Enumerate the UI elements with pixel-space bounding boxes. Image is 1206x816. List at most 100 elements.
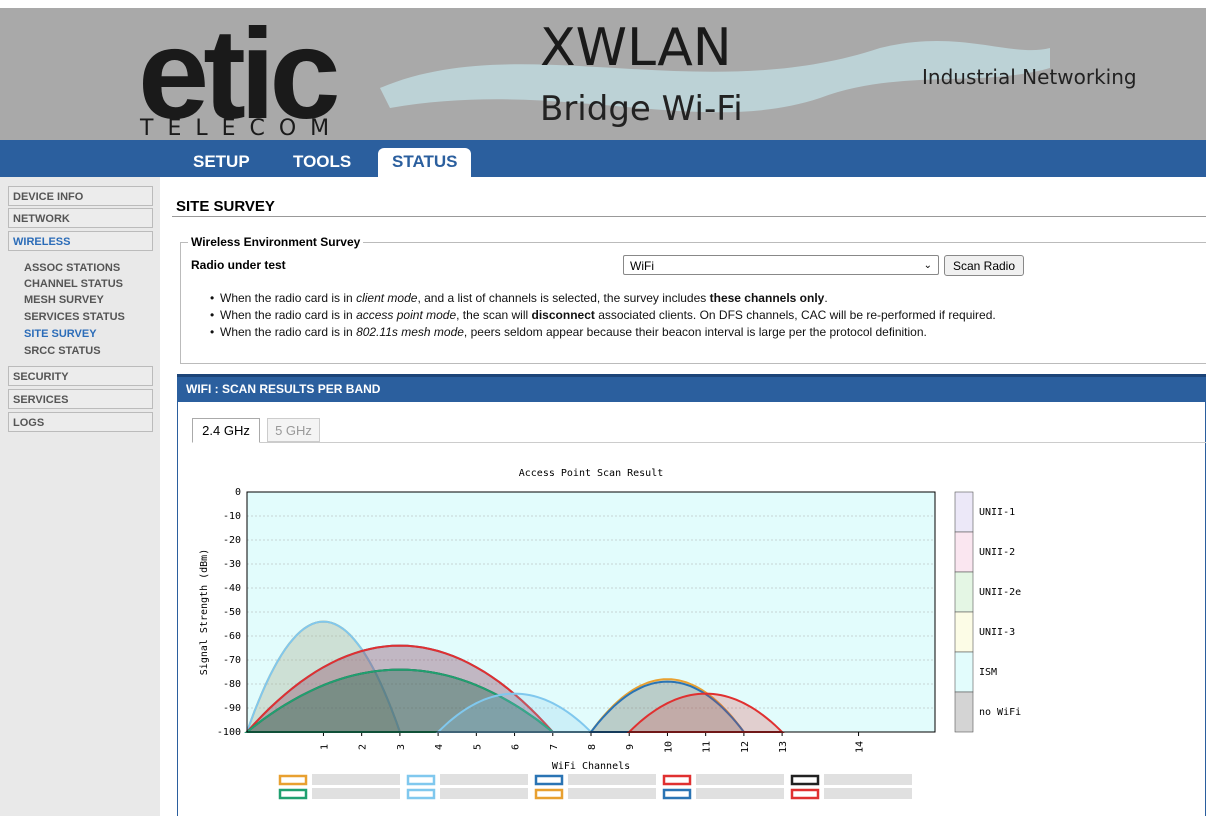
tab-strip (192, 418, 1206, 443)
submenu-item-active[interactable]: SITE SURVEY (24, 328, 97, 340)
x-tick-label: 5 (472, 744, 483, 750)
note-em: access point mode (356, 308, 456, 322)
product: XWLAN (540, 18, 732, 78)
note: When the radio card is in 802.11s mesh m… (220, 325, 927, 339)
band-label: UNII-2 (979, 547, 1015, 558)
field-label: Radio under test (191, 258, 286, 272)
panel-header: WIFI : SCAN RESULTS PER BAND (177, 374, 1206, 402)
note-text: When the radio card is in (220, 291, 356, 305)
header-graphic: etic TELECOM XWLAN Bridge Wi-Fi Industri… (0, 8, 1206, 140)
legend-blur (312, 788, 400, 799)
note-text: , and a list of channels is selected, th… (417, 291, 709, 305)
legend-blur (824, 774, 912, 785)
x-tick-label: 4 (434, 744, 445, 750)
x-tick-label: 12 (740, 741, 751, 753)
legend-swatch (536, 776, 562, 784)
x-tick-label: 14 (855, 741, 866, 753)
submenu-item[interactable]: SERVICES STATUS (24, 311, 125, 323)
y-tick-label: -100 (217, 727, 241, 738)
x-tick-label: 1 (319, 744, 330, 750)
band-label: UNII-1 (979, 507, 1015, 518)
scan-button[interactable]: Scan Radio (944, 255, 1024, 276)
band-tab[interactable]: 5 GHz (267, 418, 320, 442)
band-label: ISM (979, 667, 997, 678)
radio-select[interactable]: WiFi ⌄ (623, 255, 939, 275)
x-axis-label: WiFi Channels (552, 761, 630, 772)
select-value: WiFi (630, 259, 654, 273)
x-tick-label: 2 (358, 744, 369, 750)
sidebar: DEVICE INFO NETWORK WIRELESS ASSOC STATI… (0, 177, 160, 816)
legend-swatch (280, 776, 306, 784)
band-swatch (955, 572, 973, 612)
nav-bar: SETUP TOOLS STATUS (0, 140, 1206, 177)
note-bold: disconnect (532, 308, 595, 322)
chart-title: Access Point Scan Result (519, 468, 664, 479)
menu-item[interactable]: NETWORK (8, 208, 153, 228)
nav-tab-active[interactable]: STATUS (378, 148, 471, 178)
band-label: UNII-2e (979, 587, 1021, 598)
y-tick-label: -70 (223, 655, 241, 666)
band-swatch (955, 612, 973, 652)
logo-sub: TELECOM (139, 116, 343, 140)
y-tick-label: -60 (223, 631, 241, 642)
y-tick-label: -40 (223, 583, 241, 594)
legend-blur (440, 774, 528, 785)
submenu-item[interactable]: MESH SURVEY (24, 294, 104, 306)
legend-swatch (408, 790, 434, 798)
band-label: UNII-3 (979, 627, 1015, 638)
x-tick-label: 11 (702, 741, 713, 753)
menu-item[interactable]: SECURITY (8, 366, 153, 386)
note: When the radio card is in access point m… (220, 308, 996, 322)
legend-blur (568, 788, 656, 799)
note-text: . (824, 291, 827, 305)
y-tick-label: -10 (223, 511, 241, 522)
note-em: client mode (356, 291, 417, 305)
note-text: , peers seldom appear because their beac… (464, 325, 927, 339)
submenu-item[interactable]: ASSOC STATIONS (24, 262, 120, 274)
nav-tab[interactable]: SETUP (193, 152, 250, 172)
band-swatch (955, 492, 973, 532)
y-axis-label: Signal Strength (dBm) (199, 549, 210, 675)
note-text: When the radio card is in (220, 325, 356, 339)
menu-item[interactable]: SERVICES (8, 389, 153, 409)
menu-item[interactable]: LOGS (8, 412, 153, 432)
note-bold: these channels only (710, 291, 825, 305)
y-tick-label: -80 (223, 679, 241, 690)
legend-blur (568, 774, 656, 785)
page-title: SITE SURVEY (176, 198, 275, 215)
rule (172, 216, 1206, 217)
chart: Access Point Scan Result0-10-20-30-40-50… (178, 445, 1205, 816)
menu-item[interactable]: DEVICE INFO (8, 186, 153, 206)
page: etic TELECOM XWLAN Bridge Wi-Fi Industri… (0, 0, 1206, 816)
band-swatch (955, 532, 973, 572)
band-swatch (955, 652, 973, 692)
legend-swatch (280, 790, 306, 798)
note-text: When the radio card is in (220, 308, 356, 322)
select-arrow: ⌄ (924, 256, 932, 276)
subtitle: Bridge Wi-Fi (540, 89, 743, 129)
y-tick-label: -20 (223, 535, 241, 546)
y-tick-label: -50 (223, 607, 241, 618)
legend-blur (440, 788, 528, 799)
menu-item-active[interactable]: WIRELESS (8, 231, 153, 251)
tagline: Industrial Networking (922, 65, 1137, 89)
legend-blur (824, 788, 912, 799)
band-label: no WiFi (979, 707, 1021, 718)
legend-swatch (664, 776, 690, 784)
header: etic TELECOM XWLAN Bridge Wi-Fi Industri… (0, 8, 1206, 140)
x-tick-label: 3 (396, 744, 407, 750)
fieldset-legend: Wireless Environment Survey (188, 235, 363, 249)
y-tick-label: 0 (235, 487, 241, 498)
submenu-item[interactable]: SRCC STATUS (24, 345, 101, 357)
x-tick-label: 9 (625, 744, 636, 750)
note-text: associated clients. On DFS channels, CAC… (595, 308, 996, 322)
note-text: , the scan will (456, 308, 531, 322)
note-em: 802.11s mesh mode (356, 325, 464, 339)
band-tab-active[interactable]: 2.4 GHz (192, 418, 260, 443)
note: When the radio card is in client mode, a… (220, 291, 828, 305)
legend-swatch (792, 790, 818, 798)
nav-tab[interactable]: TOOLS (293, 152, 351, 172)
submenu-item[interactable]: CHANNEL STATUS (24, 278, 123, 290)
x-tick-label: 10 (663, 741, 674, 753)
legend-blur (696, 788, 784, 799)
